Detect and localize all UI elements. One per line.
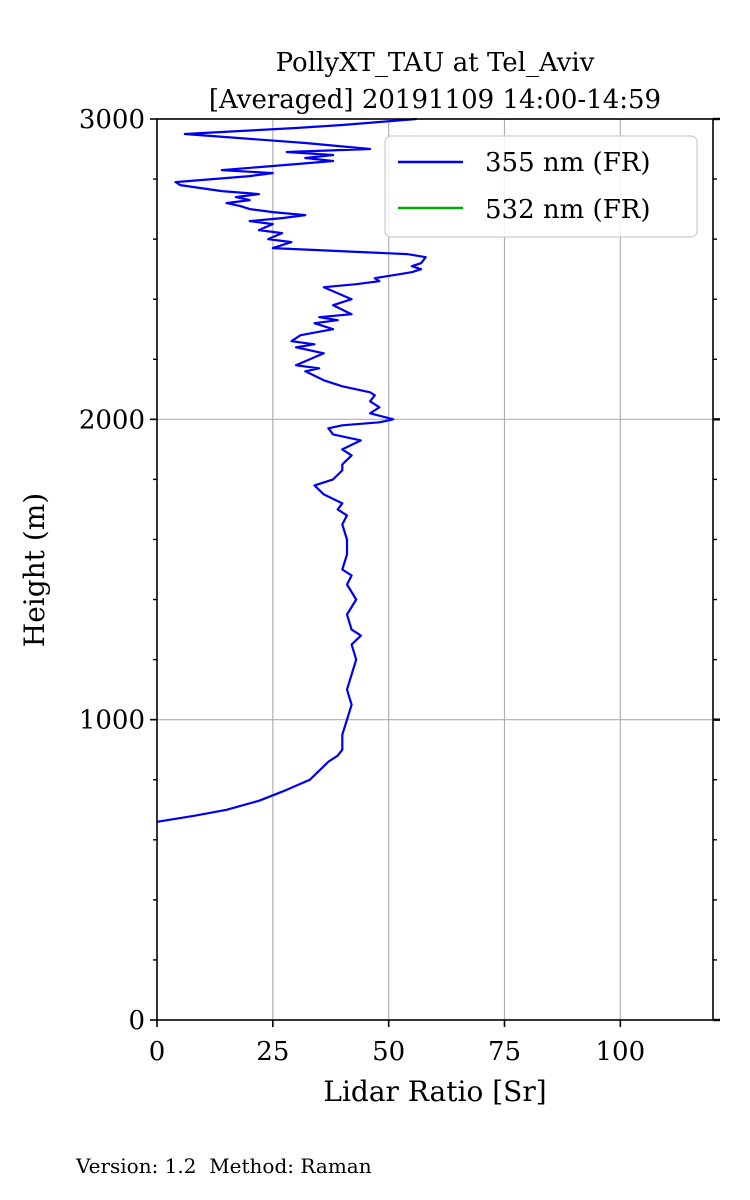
y-tick-label: 2000 <box>79 405 145 435</box>
series-layer <box>156 117 427 823</box>
x-tick-label: 25 <box>256 1037 289 1067</box>
y-axis-label: Height (m) <box>18 493 51 647</box>
x-tick-label: 75 <box>488 1037 521 1067</box>
legend-label-355: 355 nm (FR) <box>485 148 650 178</box>
y-tick-label: 0 <box>128 1006 145 1036</box>
chart-title-line-1: PollyXT_TAU at Tel_Aviv <box>276 48 595 78</box>
legend-label-532: 532 nm (FR) <box>485 195 650 225</box>
x-axis-label: Lidar Ratio [Sr] <box>323 1075 546 1108</box>
x-tick-label: 0 <box>149 1037 166 1067</box>
grid <box>157 119 713 1020</box>
x-tick-label: 100 <box>596 1037 646 1067</box>
series-line <box>156 117 427 823</box>
y-tick-label: 1000 <box>79 706 145 736</box>
x-tick-label: 50 <box>372 1037 405 1067</box>
plot-frame <box>156 118 714 1021</box>
y-tick-label: 3000 <box>79 105 145 135</box>
chart-title-line-2: [Averaged] 20191109 14:00-14:59 <box>209 85 661 115</box>
legend: 355 nm (FR) 532 nm (FR) <box>384 135 698 238</box>
version-method-note: Version: 1.2 Method: Raman <box>76 1154 372 1178</box>
